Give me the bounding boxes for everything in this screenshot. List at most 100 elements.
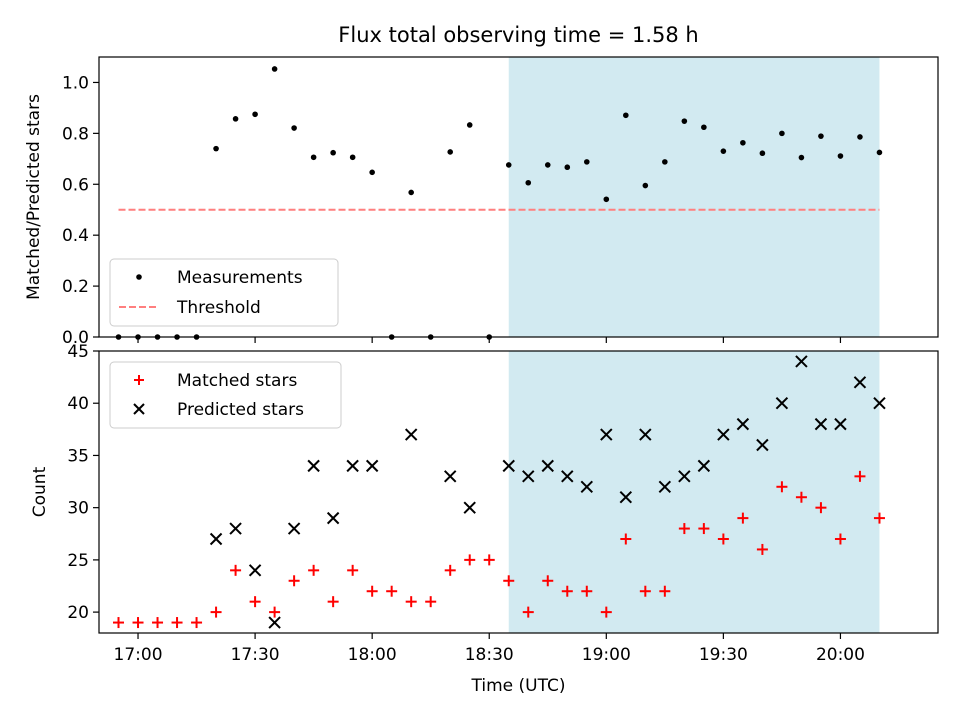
legend-threshold-label: Threshold bbox=[176, 298, 261, 318]
predicted-star-point bbox=[639, 428, 652, 441]
matched-star-point bbox=[483, 554, 495, 566]
top-legend-box bbox=[109, 258, 339, 327]
top-ytick-label: 0.2 bbox=[62, 277, 89, 297]
measurement-point bbox=[603, 196, 610, 203]
matched-star-point bbox=[795, 491, 807, 503]
bottom-x-axis-label: Time (UTC) bbox=[471, 676, 566, 696]
matched-star-point bbox=[152, 617, 164, 629]
top-panel-frame bbox=[98, 56, 939, 338]
measurement-point bbox=[330, 149, 336, 156]
matched-star-point bbox=[288, 575, 300, 587]
measurement-point bbox=[798, 154, 805, 161]
matched-star-point bbox=[347, 564, 359, 576]
top-chart-title: Flux total observing time = 1.58 h bbox=[338, 23, 698, 47]
legend-matched-label: Matched stars bbox=[177, 371, 297, 391]
measurement-point bbox=[349, 154, 356, 161]
measurement-point bbox=[466, 122, 473, 128]
predicted-star-point bbox=[756, 438, 769, 452]
top-ytick-label: 1.0 bbox=[62, 73, 89, 93]
bottom-ytick-label: 35 bbox=[67, 446, 89, 466]
predicted-star-point bbox=[834, 417, 847, 431]
matched-star-point bbox=[600, 606, 612, 618]
measurement-point bbox=[779, 130, 785, 137]
legend-predicted-marker bbox=[133, 403, 145, 415]
matched-star-point bbox=[815, 502, 827, 514]
matched-star-point bbox=[659, 585, 671, 597]
bottom-xtick-label: 17:30 bbox=[231, 645, 280, 665]
matched-star-point bbox=[269, 606, 281, 618]
measurement-point bbox=[564, 164, 571, 171]
predicted-star-point bbox=[268, 616, 281, 629]
legend-measurements-label: Measurements bbox=[177, 268, 303, 288]
matched-star-point bbox=[776, 481, 788, 493]
matched-star-point bbox=[249, 596, 261, 608]
top-ytick-label: 0.8 bbox=[62, 124, 89, 144]
bottom-legend: Matched stars Predicted stars bbox=[109, 361, 342, 429]
matched-star-point bbox=[113, 617, 125, 629]
predicted-star-point bbox=[580, 480, 593, 493]
measurement-point bbox=[642, 182, 649, 189]
matched-star-point bbox=[522, 606, 534, 618]
predicted-star-point bbox=[619, 491, 633, 504]
predicted-star-point bbox=[873, 397, 886, 410]
predicted-star-point bbox=[346, 459, 359, 473]
measurement-point bbox=[818, 133, 824, 139]
matched-star-point bbox=[444, 564, 456, 576]
predicted-star-point bbox=[209, 532, 223, 546]
measurement-point bbox=[271, 66, 278, 72]
predicted-star-point bbox=[736, 417, 750, 431]
bottom-panel-frame bbox=[98, 350, 939, 634]
top-legend: Measurements Threshold bbox=[109, 258, 339, 327]
predicted-star-point bbox=[522, 470, 535, 483]
measurement-point bbox=[701, 124, 707, 131]
legend-measurements-marker bbox=[136, 274, 142, 280]
matched-star-point bbox=[717, 533, 729, 545]
measurement-point bbox=[740, 139, 746, 146]
predicted-star-point bbox=[717, 428, 730, 441]
matched-star-point bbox=[191, 617, 203, 629]
predicted-star-point bbox=[404, 428, 418, 441]
matched-star-point bbox=[698, 523, 710, 535]
matched-star-point bbox=[581, 585, 593, 597]
measurement-point bbox=[310, 154, 317, 161]
predicted-star-point bbox=[326, 511, 340, 525]
matched-star-point bbox=[561, 585, 573, 597]
bottom-ytick-label: 45 bbox=[67, 342, 89, 362]
predicted-star-point bbox=[248, 564, 262, 577]
matched-star-point bbox=[737, 512, 749, 524]
matched-star-point bbox=[386, 585, 398, 597]
legend-matched-marker bbox=[134, 375, 144, 385]
bottom-xtick-label: 18:30 bbox=[465, 645, 514, 665]
predicted-star-point bbox=[697, 459, 711, 473]
matched-star-point bbox=[639, 585, 651, 597]
measurement-point bbox=[857, 134, 863, 140]
predicted-star-point bbox=[678, 470, 691, 483]
predicted-star-point bbox=[229, 522, 242, 535]
predicted-star-point bbox=[775, 397, 789, 410]
predicted-star-point bbox=[541, 459, 554, 473]
matched-star-point bbox=[873, 512, 885, 524]
matched-star-point bbox=[464, 554, 476, 566]
matched-star-point bbox=[503, 575, 515, 587]
matched-star-point bbox=[171, 617, 183, 629]
bottom-legend-box bbox=[109, 361, 342, 429]
measurement-point bbox=[408, 189, 414, 196]
matched-star-point bbox=[678, 523, 690, 535]
measurement-point bbox=[525, 179, 532, 186]
matched-star-point bbox=[542, 575, 554, 587]
predicted-star-point bbox=[561, 470, 574, 483]
bottom-ytick-label: 30 bbox=[67, 499, 89, 519]
matched-star-point bbox=[405, 596, 417, 608]
bottom-xtick-label: 18:00 bbox=[348, 645, 397, 665]
matched-star-point bbox=[230, 564, 242, 576]
matched-star-point bbox=[308, 564, 320, 576]
measurement-point bbox=[232, 116, 239, 122]
predicted-star-point bbox=[814, 417, 828, 431]
predicted-star-point bbox=[444, 470, 457, 483]
top-shaded-region bbox=[508, 57, 880, 337]
predicted-star-point bbox=[795, 355, 808, 368]
measurement-point bbox=[837, 153, 844, 159]
bottom-xtick-label: 19:30 bbox=[699, 645, 748, 665]
top-ytick-label: 0.6 bbox=[62, 175, 89, 195]
